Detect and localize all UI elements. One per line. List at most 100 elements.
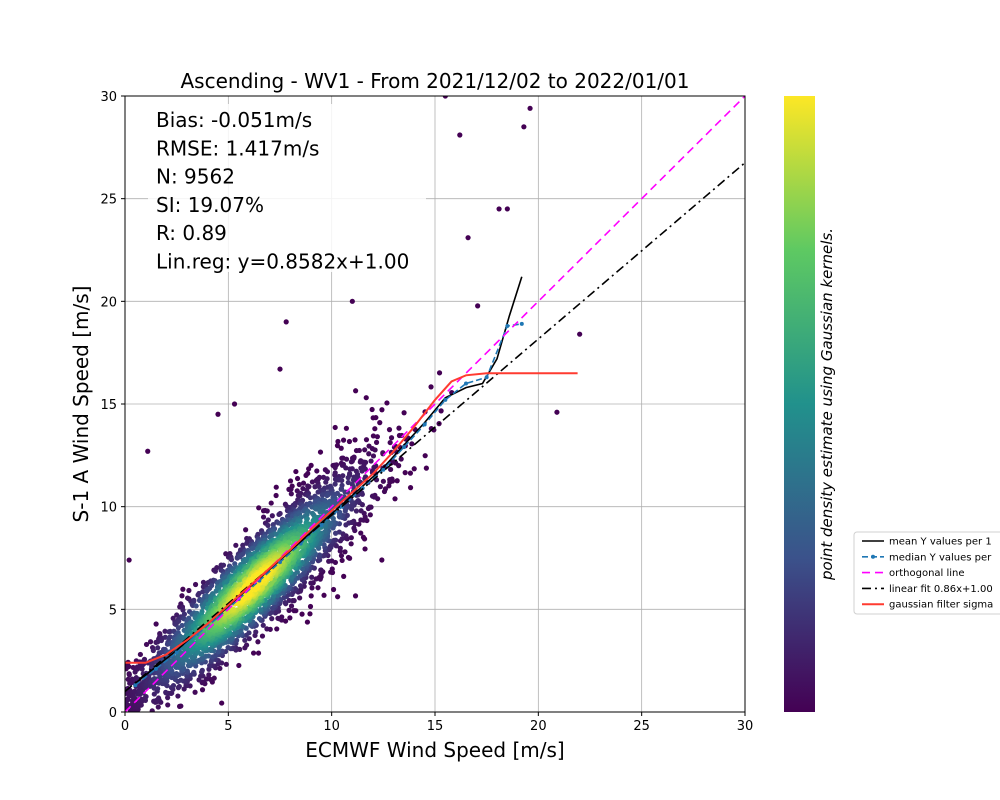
- density-point: [243, 527, 249, 533]
- series-marker: [154, 666, 158, 671]
- density-point: [153, 621, 159, 627]
- density-point: [380, 478, 386, 484]
- legend-label: orthogonal line: [889, 568, 965, 579]
- legend-label: gaussian filter sigma: [889, 600, 993, 611]
- density-point: [379, 557, 385, 563]
- density-point: [250, 545, 256, 551]
- chart-title: Ascending - WV1 - From 2021/12/02 to 202…: [181, 69, 690, 93]
- density-point: [358, 517, 364, 523]
- density-point: [338, 553, 345, 559]
- density-point: [332, 424, 338, 431]
- density-point: [336, 509, 343, 516]
- y-tick-label: 10: [100, 501, 117, 516]
- density-point: [287, 615, 293, 621]
- density-point: [297, 518, 303, 524]
- density-point: [286, 607, 292, 613]
- density-point: [125, 676, 131, 682]
- density-point: [165, 695, 171, 701]
- density-point: [237, 554, 243, 560]
- x-tick-label: 30: [737, 719, 754, 734]
- density-point: [353, 508, 360, 514]
- y-axis-label: S-1 A Wind Speed [m/s]: [69, 286, 93, 523]
- density-point: [291, 608, 297, 614]
- density-point: [309, 574, 315, 580]
- density-point: [217, 665, 223, 671]
- density-point: [176, 703, 183, 709]
- density-point: [288, 491, 294, 497]
- density-point: [155, 704, 161, 710]
- density-point: [394, 478, 400, 484]
- density-point: [338, 486, 344, 492]
- density-point: [343, 522, 349, 528]
- density-point: [387, 439, 393, 446]
- series-lines: [125, 96, 745, 712]
- density-point: [297, 583, 304, 589]
- density-point: [409, 441, 415, 447]
- density-point: [423, 465, 429, 471]
- density-point: [388, 435, 395, 441]
- density-point: [264, 508, 270, 514]
- density-point: [319, 492, 326, 498]
- y-tick-label: 0: [109, 706, 117, 721]
- density-point: [288, 574, 295, 580]
- density-point: [149, 708, 155, 712]
- density-point: [307, 495, 313, 501]
- density-point: [193, 603, 199, 609]
- density-point: [315, 585, 321, 591]
- density-point: [350, 484, 356, 490]
- density-point: [340, 437, 347, 443]
- density-point: [348, 541, 354, 547]
- density-point: [388, 466, 394, 473]
- density-point: [314, 468, 320, 474]
- series-line: [125, 162, 745, 693]
- density-point: [407, 485, 414, 491]
- density-point: [346, 438, 353, 445]
- density-point: [246, 636, 252, 642]
- density-point: [363, 437, 370, 443]
- density-point: [345, 475, 351, 481]
- density-point: [326, 558, 332, 564]
- density-point: [373, 439, 380, 446]
- density-point: [386, 427, 393, 433]
- density-point: [209, 654, 216, 660]
- density-point: [175, 693, 181, 699]
- series-marker: [174, 650, 179, 655]
- density-point: [339, 477, 345, 484]
- density-point: [358, 530, 364, 536]
- series-marker: [464, 381, 468, 386]
- density-point: [300, 480, 307, 486]
- density-point: [377, 420, 383, 426]
- density-point: [303, 472, 309, 478]
- density-point: [316, 489, 322, 495]
- density-point: [313, 506, 320, 512]
- density-point: [438, 408, 444, 414]
- density-point: [288, 486, 294, 492]
- density-point: [195, 592, 201, 598]
- density-point: [362, 447, 368, 453]
- density-point: [281, 595, 287, 601]
- density-point: [132, 695, 138, 701]
- density-point: [368, 458, 374, 464]
- density-point: [367, 512, 373, 518]
- density-point: [199, 667, 205, 673]
- density-point: [351, 525, 357, 531]
- x-axis-label: ECMWF Wind Speed [m/s]: [305, 738, 564, 762]
- density-point: [126, 663, 132, 670]
- density-point: [162, 628, 168, 634]
- density-point: [387, 477, 393, 483]
- density-point: [220, 562, 227, 568]
- density-point: [307, 603, 314, 610]
- density-point: [228, 557, 235, 563]
- density-point: [126, 672, 132, 678]
- density-point: [143, 694, 149, 700]
- density-point: [356, 521, 362, 527]
- density-point: [268, 500, 274, 506]
- density-point: [407, 470, 414, 476]
- density-point: [269, 513, 275, 519]
- density-point: [236, 662, 242, 669]
- density-point: [271, 593, 277, 599]
- density-point: [353, 388, 359, 394]
- density-point: [356, 447, 362, 454]
- density-point: [308, 580, 314, 586]
- density-point: [436, 370, 443, 376]
